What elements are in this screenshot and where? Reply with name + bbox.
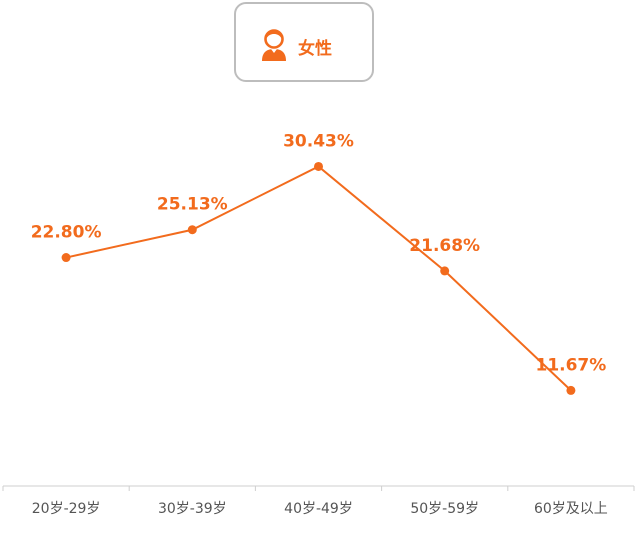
data-label: 21.68% [409, 236, 480, 256]
x-tick-label: 20岁-29岁 [32, 501, 101, 517]
x-tick-label: 50岁-59岁 [410, 501, 479, 517]
series-line [65, 165, 572, 392]
data-point [187, 225, 197, 235]
legend-label: 女性 [298, 39, 332, 59]
data-point [566, 385, 576, 395]
data-label: 30.43% [283, 131, 354, 151]
data-label: 11.67% [535, 355, 606, 375]
data-label: 22.80% [31, 223, 102, 243]
x-tick-label: 30岁-39岁 [158, 501, 227, 517]
x-tick-label: 40岁-49岁 [284, 501, 353, 517]
legend-box: 女性 [234, 2, 374, 82]
x-tick-label: 60岁及以上 [534, 501, 608, 517]
data-label: 25.13% [157, 195, 228, 215]
data-point [440, 266, 450, 276]
female-user-icon [262, 29, 286, 61]
data-point [61, 253, 71, 263]
data-point [314, 161, 323, 171]
